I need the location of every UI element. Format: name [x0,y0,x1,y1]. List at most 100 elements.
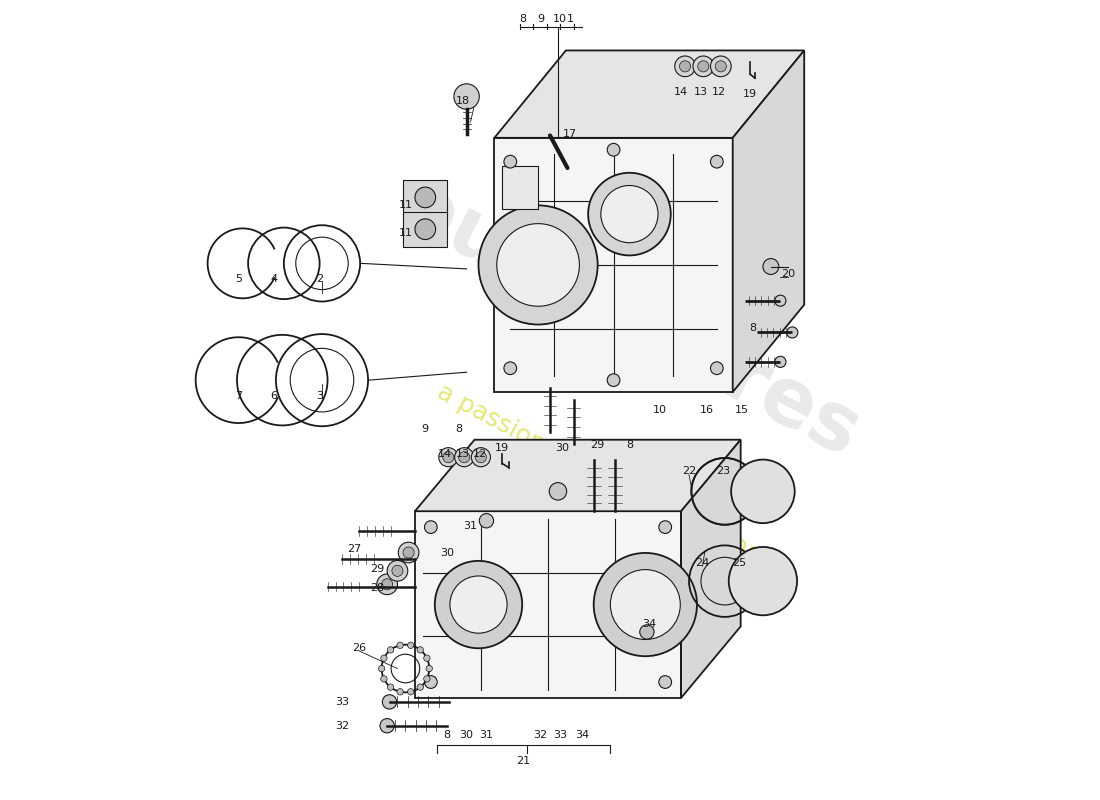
Text: 9: 9 [537,14,544,25]
Circle shape [387,684,394,690]
Circle shape [786,327,798,338]
Circle shape [693,56,714,77]
Text: 1: 1 [566,14,573,25]
Polygon shape [494,138,733,392]
Circle shape [594,553,697,656]
Text: 26: 26 [352,643,366,653]
Text: 5: 5 [235,274,242,284]
Text: 29: 29 [370,564,384,574]
Text: 12: 12 [712,86,726,97]
Text: 15: 15 [735,405,749,414]
Text: 29: 29 [591,440,605,450]
Text: 14: 14 [674,86,689,97]
Text: eurospares: eurospares [386,166,872,474]
Circle shape [415,187,436,208]
Text: 24: 24 [695,558,710,568]
Circle shape [715,61,726,72]
Circle shape [424,676,430,682]
Circle shape [711,56,732,77]
Text: 8: 8 [519,14,527,25]
Circle shape [659,676,672,688]
Polygon shape [494,50,804,138]
Circle shape [480,514,494,528]
Text: 34: 34 [642,619,657,629]
Text: 18: 18 [455,96,470,106]
Text: 2: 2 [316,274,323,284]
Circle shape [407,689,414,695]
Circle shape [504,362,517,374]
Circle shape [610,570,680,639]
Circle shape [417,684,424,690]
Text: 13: 13 [455,449,470,459]
Text: 10: 10 [553,14,568,25]
Text: 13: 13 [694,86,708,97]
Circle shape [454,84,480,110]
Circle shape [601,186,658,242]
Circle shape [504,155,517,168]
Circle shape [442,452,454,462]
Circle shape [417,646,424,653]
Text: 31: 31 [463,521,477,530]
Text: 16: 16 [701,405,714,414]
Text: 19: 19 [744,89,757,99]
Text: 33: 33 [334,697,349,707]
Circle shape [425,521,437,534]
FancyBboxPatch shape [403,212,447,246]
Text: 22: 22 [682,466,696,477]
Circle shape [397,689,404,695]
Text: 11: 11 [398,200,412,210]
Text: 30: 30 [554,442,569,453]
Text: 9: 9 [421,424,428,434]
Polygon shape [415,440,740,511]
Text: 8: 8 [443,730,450,740]
Text: 32: 32 [534,730,548,740]
Text: 27: 27 [346,544,361,554]
Circle shape [697,61,708,72]
Circle shape [640,625,654,639]
Text: 19: 19 [495,442,509,453]
Text: 17: 17 [563,129,576,139]
Circle shape [424,655,430,662]
Text: 4: 4 [270,274,277,284]
Circle shape [454,448,474,466]
Text: 28: 28 [370,583,384,594]
Circle shape [607,374,620,386]
Text: 8: 8 [626,440,632,450]
Circle shape [392,566,403,576]
Circle shape [659,521,672,534]
Circle shape [426,666,432,672]
Circle shape [434,561,522,648]
Text: 8: 8 [455,424,462,434]
Circle shape [475,452,486,462]
Text: 8: 8 [749,323,756,334]
Circle shape [407,642,414,649]
Circle shape [763,258,779,274]
Circle shape [459,452,470,462]
Text: 6: 6 [270,391,277,401]
Text: 3: 3 [316,391,323,401]
Circle shape [378,666,385,672]
Circle shape [381,655,387,662]
Circle shape [674,56,695,77]
Circle shape [450,576,507,633]
Circle shape [680,61,691,72]
Text: a passion for parts since 1985: a passion for parts since 1985 [433,380,778,579]
Polygon shape [681,440,740,698]
Text: 30: 30 [440,547,453,558]
Circle shape [607,143,620,156]
Text: 11: 11 [398,228,412,238]
Text: 32: 32 [334,721,349,730]
Circle shape [415,219,436,239]
FancyBboxPatch shape [503,166,538,210]
Circle shape [588,173,671,255]
Text: 23: 23 [716,466,730,477]
Circle shape [425,676,437,688]
Text: 20: 20 [781,270,795,279]
Circle shape [729,547,798,615]
Circle shape [381,676,387,682]
Text: 10: 10 [652,405,667,414]
Text: 31: 31 [480,730,494,740]
Circle shape [403,547,415,558]
Circle shape [439,448,458,466]
Circle shape [711,362,723,374]
